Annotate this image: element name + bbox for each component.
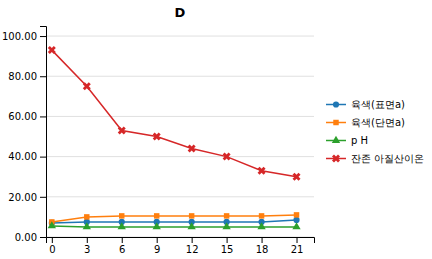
x-tick-mark: [262, 237, 263, 243]
y-tick: 40.00: [8, 151, 46, 162]
x-tick-label: 3: [84, 244, 90, 255]
y-tick: 80.00: [8, 71, 46, 82]
x-axis-line: [47, 238, 315, 244]
point: [119, 213, 124, 218]
y-tick: 20.00: [8, 192, 46, 203]
y-tick-label: 100.00: [2, 31, 37, 42]
x-tick-mark: [192, 237, 193, 243]
grid-line: [46, 36, 314, 37]
y-tick-label: 40.00: [8, 151, 37, 162]
point: [81, 80, 93, 92]
x-tick-mark: [157, 237, 158, 243]
point: [46, 44, 58, 56]
y-tick-mark: [40, 36, 46, 37]
series-line: [52, 50, 297, 177]
legend-label: 잔존 아질산이온: [351, 153, 424, 164]
x-tick-mark: [87, 237, 88, 243]
legend-symbol: [333, 120, 338, 125]
y-tick-label: 80.00: [8, 71, 37, 82]
point: [83, 222, 91, 229]
point: [222, 222, 230, 229]
x-tick-mark: [52, 237, 53, 243]
legend-symbol: [333, 101, 339, 107]
grid: [46, 36, 314, 237]
y-tick-mark: [40, 237, 46, 238]
point: [186, 143, 198, 155]
x-tick: 18: [256, 237, 269, 255]
x-tick: 12: [186, 237, 199, 255]
x-tick-label: 0: [49, 244, 55, 255]
grid-line: [46, 196, 314, 197]
x-axis: 0 3 6 9 12 15 18 21: [47, 237, 315, 255]
point: [84, 214, 89, 219]
legend-label: p H: [351, 135, 368, 146]
point: [118, 222, 126, 229]
point: [292, 222, 300, 229]
x-tick-label: 6: [119, 244, 125, 255]
x-tick: 15: [221, 237, 234, 255]
y-axis: 0.00 20.00 40.00 60.00 80.00 100.00: [2, 27, 47, 243]
y-tick-label: 20.00: [8, 192, 37, 203]
grid-line: [46, 156, 314, 157]
marks: [46, 44, 303, 229]
x-tick-label: 15: [221, 244, 234, 255]
legend-label: 육색(표면a): [351, 99, 405, 110]
point: [154, 213, 159, 218]
point: [153, 222, 161, 229]
y-tick: 0.00: [15, 232, 46, 243]
legend-symbol: [330, 152, 342, 164]
series: [46, 44, 303, 183]
x-tick-mark: [297, 237, 298, 243]
y-tick-mark: [40, 76, 46, 77]
y-tick-mark: [40, 157, 46, 158]
x-tick-mark: [122, 237, 123, 243]
point: [221, 151, 233, 163]
y-axis-line: [40, 27, 47, 238]
legend-item: 육색(단면a): [326, 117, 405, 128]
grid-line: [46, 76, 314, 77]
legend-item: p H: [326, 135, 368, 146]
chart: 0 3 6 9 12 15 18 21 0.00 20.00 40.00 60.00 80.00 100.…: [0, 0, 432, 259]
legend-label: 육색(단면a): [351, 117, 405, 128]
legend-item: 육색(표면a): [326, 99, 405, 110]
y-tick: 60.00: [8, 111, 46, 122]
x-tick: 0: [49, 237, 55, 255]
x-tick: 21: [291, 237, 304, 255]
grid-line: [46, 116, 314, 117]
x-tick-mark: [227, 237, 228, 243]
point: [259, 213, 264, 218]
point: [187, 222, 195, 229]
plot: 0 3 6 9 12 15 18 21 0.00 20.00 40.00 60.00 80.00 100.…: [2, 27, 315, 256]
legend-symbol: [332, 136, 340, 143]
x-tick-label: 21: [291, 244, 304, 255]
point: [291, 171, 303, 183]
y-tick-mark: [40, 197, 46, 198]
legend-item: 잔존 아질산이온: [326, 152, 424, 164]
point: [257, 222, 265, 229]
point: [256, 165, 268, 177]
y-tick-label: 60.00: [8, 111, 37, 122]
x-tick-label: 9: [154, 244, 160, 255]
point: [151, 131, 163, 143]
x-tick-label: 18: [256, 244, 269, 255]
point: [189, 213, 194, 218]
point: [294, 212, 299, 217]
point: [293, 217, 299, 223]
y-tick-mark: [40, 116, 46, 117]
y-tick: 100.00: [2, 31, 46, 42]
point: [48, 221, 56, 228]
y-tick-label: 0.00: [15, 232, 37, 243]
x-tick: 3: [84, 237, 90, 255]
legend: 육색(표면a) 육색(단면a) p H 잔존 아질산이온: [326, 99, 424, 165]
point: [116, 124, 128, 136]
series: [48, 221, 301, 229]
x-tick-label: 12: [186, 244, 199, 255]
title: D: [175, 5, 186, 20]
x-tick: 6: [119, 237, 125, 255]
point: [224, 213, 229, 218]
x-tick: 9: [154, 237, 160, 255]
